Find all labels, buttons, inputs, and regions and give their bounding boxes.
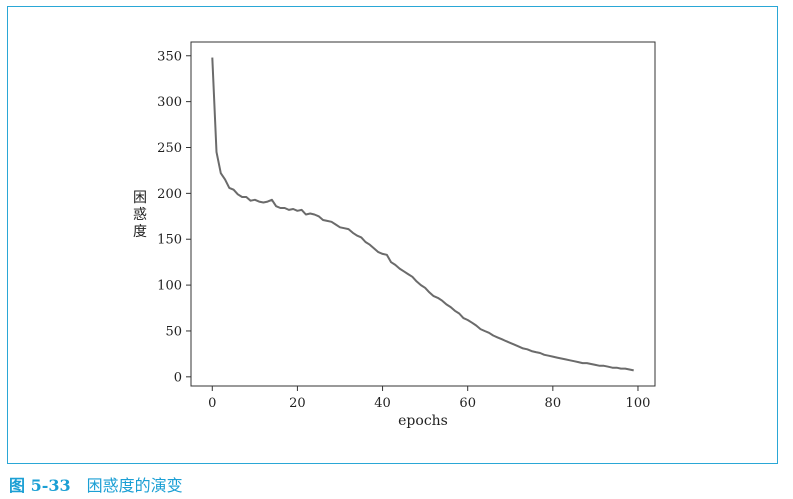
y-tick-label: 0 bbox=[174, 370, 182, 385]
y-axis-label: 困惑度 bbox=[133, 190, 147, 240]
y-tick-label: 100 bbox=[157, 279, 182, 294]
y-tick-label: 300 bbox=[157, 95, 182, 110]
y-tick-label: 200 bbox=[157, 187, 182, 202]
perplexity-chart: 0 20 40 60 80 100 0 50 100 150 200 250 300 350 epoch… bbox=[133, 41, 656, 429]
figure-number: 图 5-33 bbox=[9, 476, 71, 495]
y-tick-label: 350 bbox=[157, 49, 182, 64]
plot-area bbox=[190, 41, 656, 387]
x-tick-label: 0 bbox=[208, 396, 216, 411]
x-axis: 0 20 40 60 80 100 bbox=[208, 386, 650, 411]
y-tick-label: 250 bbox=[157, 141, 182, 156]
x-tick-label: 20 bbox=[289, 396, 306, 411]
x-tick-label: 100 bbox=[626, 396, 651, 411]
x-tick-label: 40 bbox=[374, 396, 391, 411]
x-tick-label: 60 bbox=[459, 396, 476, 411]
y-tick-label: 150 bbox=[157, 233, 182, 248]
y-tick-label: 50 bbox=[165, 324, 182, 339]
x-tick-label: 80 bbox=[545, 396, 562, 411]
x-axis-label: epochs bbox=[398, 413, 448, 429]
figure-title: 困惑度的演变 bbox=[86, 476, 183, 495]
y-axis: 0 50 100 150 200 250 300 350 bbox=[157, 49, 191, 385]
perplexity-line bbox=[211, 57, 634, 372]
series-layer bbox=[211, 57, 634, 372]
figure-caption: 图 5-33 困惑度的演变 bbox=[9, 472, 183, 496]
